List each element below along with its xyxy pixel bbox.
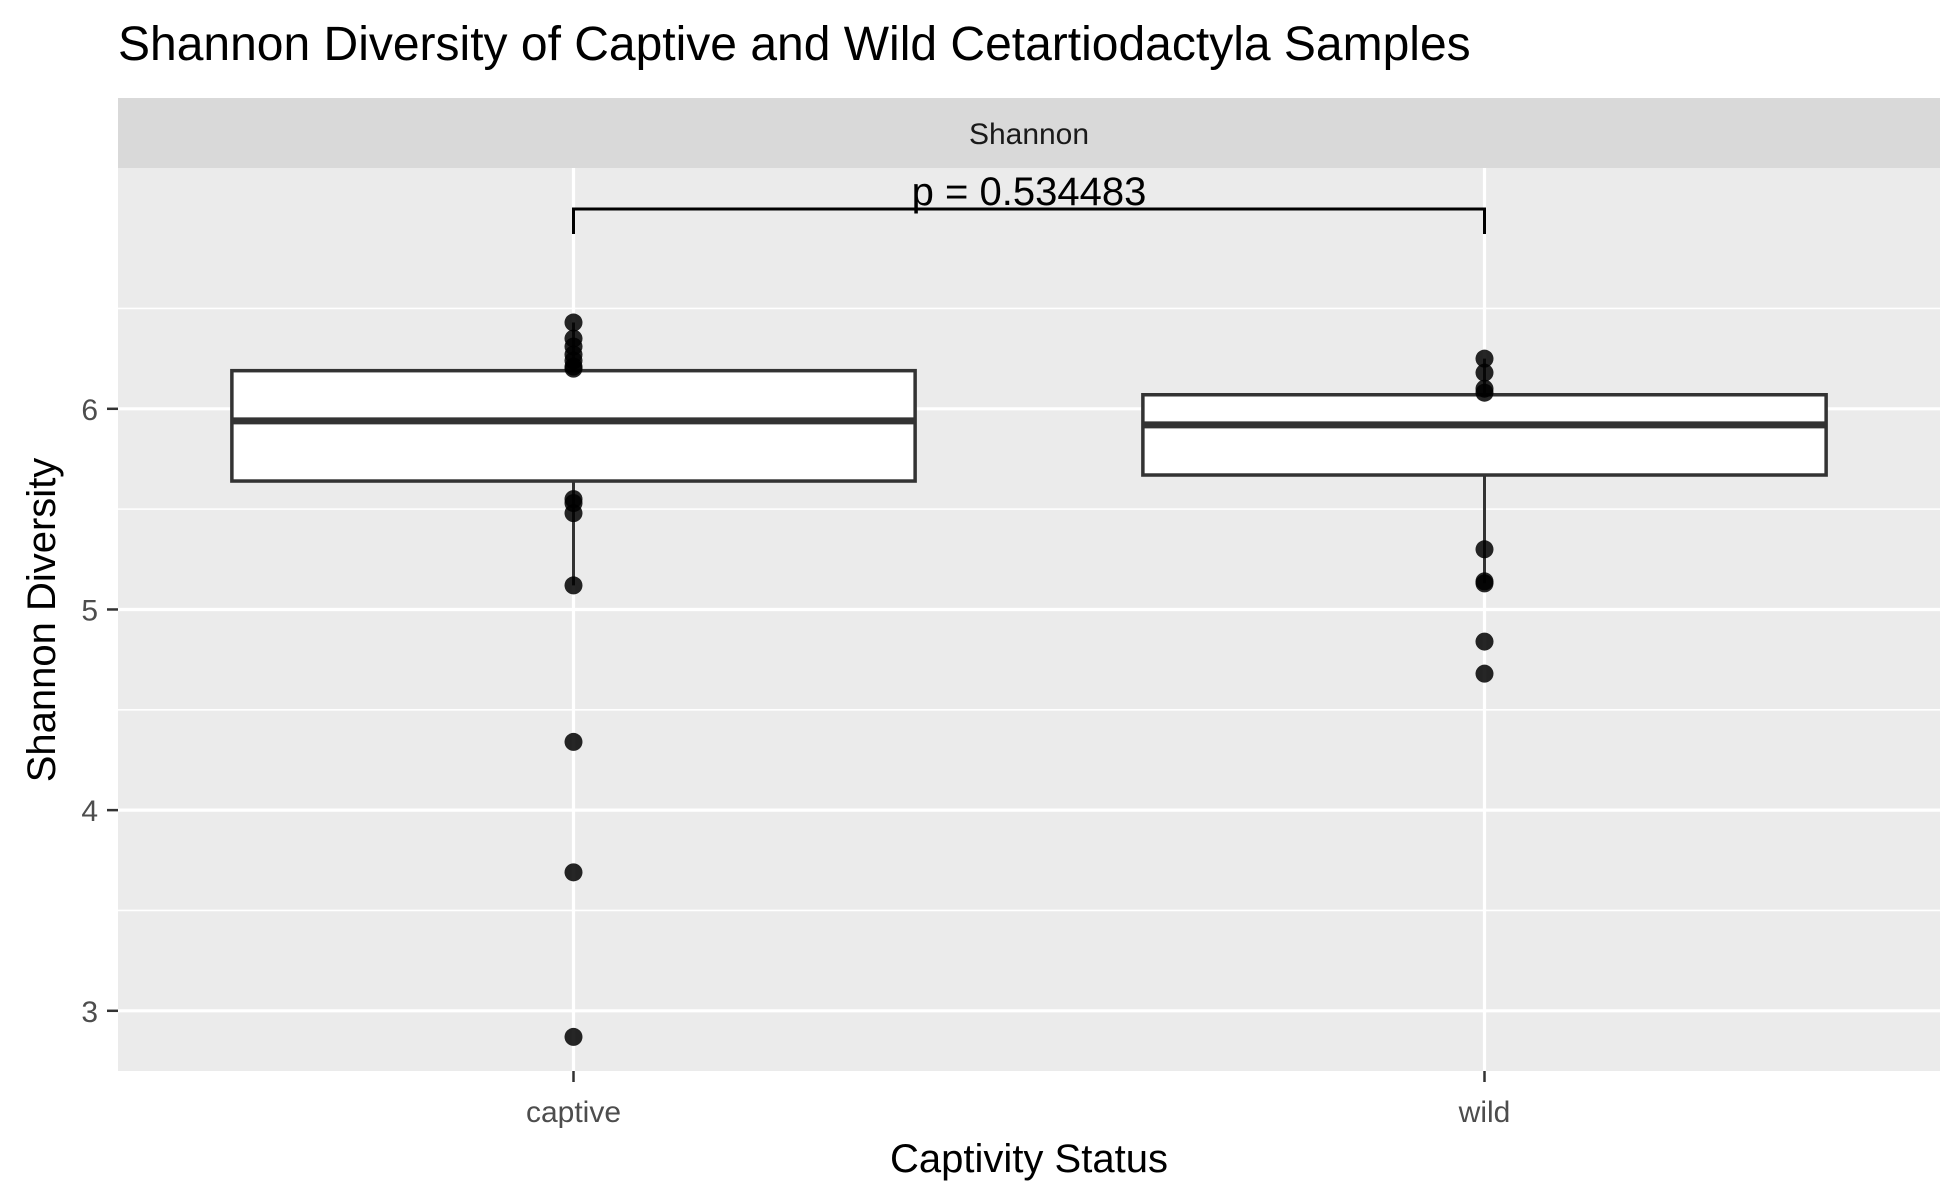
- data-point: [1476, 364, 1494, 382]
- y-tick-label: 5: [81, 594, 98, 627]
- x-tick-label: captive: [526, 1096, 621, 1129]
- data-point: [1476, 540, 1494, 558]
- data-point: [565, 733, 583, 751]
- plot-panel: [118, 168, 1940, 1071]
- p-value-label: p = 0.534483: [912, 170, 1147, 214]
- data-point: [1476, 665, 1494, 683]
- y-tick-label: 3: [81, 996, 98, 1029]
- chart-title: Shannon Diversity of Captive and Wild Ce…: [118, 18, 1471, 71]
- x-tick-label: wild: [1458, 1096, 1511, 1129]
- data-point: [565, 863, 583, 881]
- y-tick-label: 6: [81, 394, 98, 427]
- data-point: [565, 504, 583, 522]
- y-axis-title: Shannon Diversity: [20, 458, 64, 783]
- box: [232, 371, 915, 481]
- y-tick-label: 4: [81, 795, 98, 828]
- data-point: [1476, 384, 1494, 402]
- x-axis-title: Captivity Status: [890, 1137, 1168, 1181]
- data-point: [565, 1028, 583, 1046]
- box: [1143, 395, 1826, 475]
- facet-strip-label: Shannon: [969, 118, 1089, 151]
- data-point: [565, 314, 583, 332]
- data-point: [565, 360, 583, 378]
- data-point: [565, 576, 583, 594]
- data-point: [1476, 574, 1494, 592]
- data-point: [1476, 633, 1494, 651]
